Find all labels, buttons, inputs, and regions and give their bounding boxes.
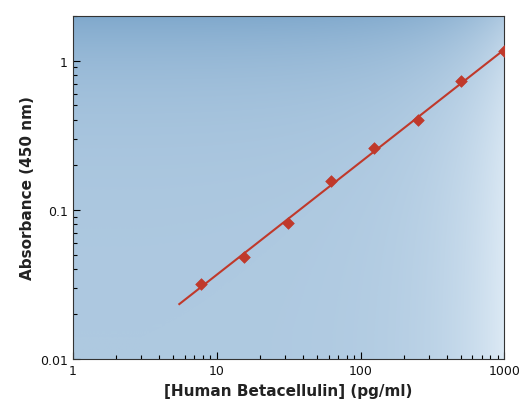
Point [327, 179, 335, 185]
Point [413, 117, 422, 124]
Point [457, 78, 465, 85]
X-axis label: [Human Betacellulin] (pg/ml): [Human Betacellulin] (pg/ml) [164, 383, 413, 398]
Point [370, 145, 379, 152]
Point [284, 220, 292, 226]
Point [240, 254, 249, 261]
Point [197, 281, 205, 287]
Point [500, 49, 509, 56]
Y-axis label: Absorbance (450 nm): Absorbance (450 nm) [20, 96, 34, 280]
